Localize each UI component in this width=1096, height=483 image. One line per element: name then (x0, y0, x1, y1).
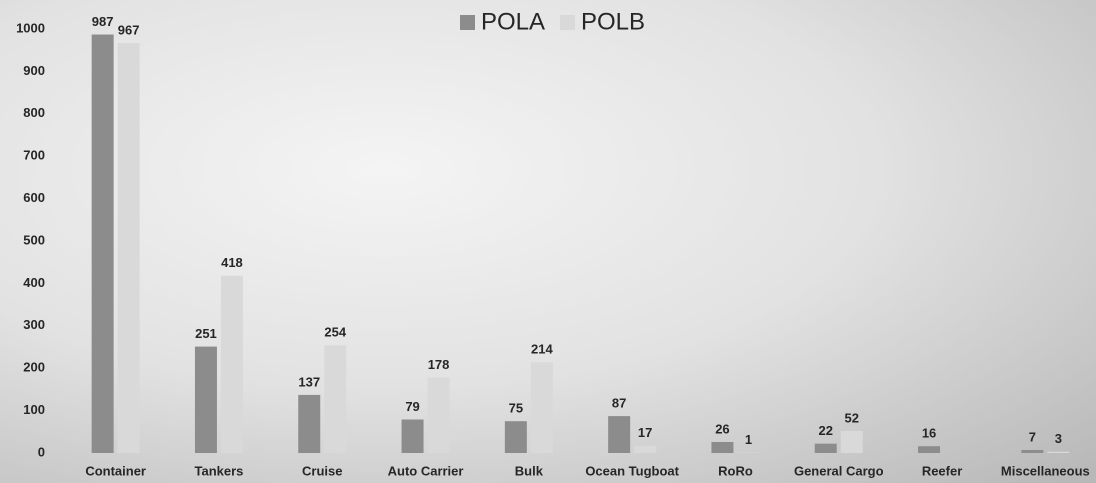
bar (530, 362, 553, 453)
bar (1021, 450, 1044, 453)
y-tick-label: 100 (23, 402, 45, 417)
data-label: 967 (118, 22, 140, 37)
bar (117, 42, 140, 453)
data-label: 3 (1055, 431, 1062, 446)
x-tick-label: Ocean Tugboat (585, 463, 679, 478)
bar (194, 346, 217, 453)
data-label: 137 (298, 374, 320, 389)
data-label: 7 (1029, 429, 1036, 444)
y-tick-label: 400 (23, 275, 45, 290)
legend-swatch (460, 15, 475, 30)
data-label: 22 (819, 423, 833, 438)
bar (220, 275, 243, 453)
y-tick-label: 300 (23, 317, 45, 332)
data-label: 178 (428, 357, 450, 372)
data-label: 987 (92, 14, 114, 29)
legend-label: POLB (581, 8, 645, 35)
bar (504, 421, 527, 453)
x-tick-label: Reefer (922, 463, 962, 478)
y-tick-label: 900 (23, 63, 45, 78)
bar (91, 34, 114, 454)
bar (298, 394, 321, 453)
data-label: 87 (612, 396, 626, 411)
y-tick-label: 800 (23, 105, 45, 120)
data-label: 17 (638, 425, 652, 440)
data-label: 26 (715, 421, 729, 436)
y-tick-label: 0 (38, 444, 45, 459)
x-tick-label: RoRo (718, 463, 753, 478)
x-tick-label: General Cargo (794, 463, 884, 478)
bar (814, 443, 837, 453)
legend-label: POLA (481, 8, 545, 35)
bar (1047, 451, 1070, 453)
x-tick-label: Tankers (194, 463, 243, 478)
bar (427, 377, 450, 453)
data-label: 16 (922, 426, 936, 441)
bar (840, 430, 863, 453)
y-tick-label: 600 (23, 190, 45, 205)
legend-swatch (560, 15, 575, 30)
x-tick-label: Container (85, 463, 146, 478)
x-tick-label: Auto Carrier (388, 463, 464, 478)
y-tick-label: 700 (23, 148, 45, 163)
x-tick-label: Bulk (515, 463, 544, 478)
data-label: 254 (324, 325, 346, 340)
bar (918, 446, 941, 453)
data-label: 52 (845, 410, 859, 425)
bar (401, 419, 424, 453)
y-tick-label: 500 (23, 232, 45, 247)
bar (711, 441, 734, 453)
y-tick-label: 200 (23, 360, 45, 375)
bar (608, 416, 631, 453)
bar (634, 445, 657, 453)
x-tick-label: Cruise (302, 463, 342, 478)
data-label: 1 (745, 432, 752, 447)
x-tick-label: Miscellaneous (1001, 463, 1090, 478)
data-label: 214 (531, 342, 553, 357)
data-label: 75 (509, 401, 523, 416)
bar (324, 345, 347, 453)
data-label: 79 (405, 399, 419, 414)
y-tick-label: 1000 (16, 20, 45, 35)
data-label: 418 (221, 255, 243, 270)
data-label: 251 (195, 326, 217, 341)
